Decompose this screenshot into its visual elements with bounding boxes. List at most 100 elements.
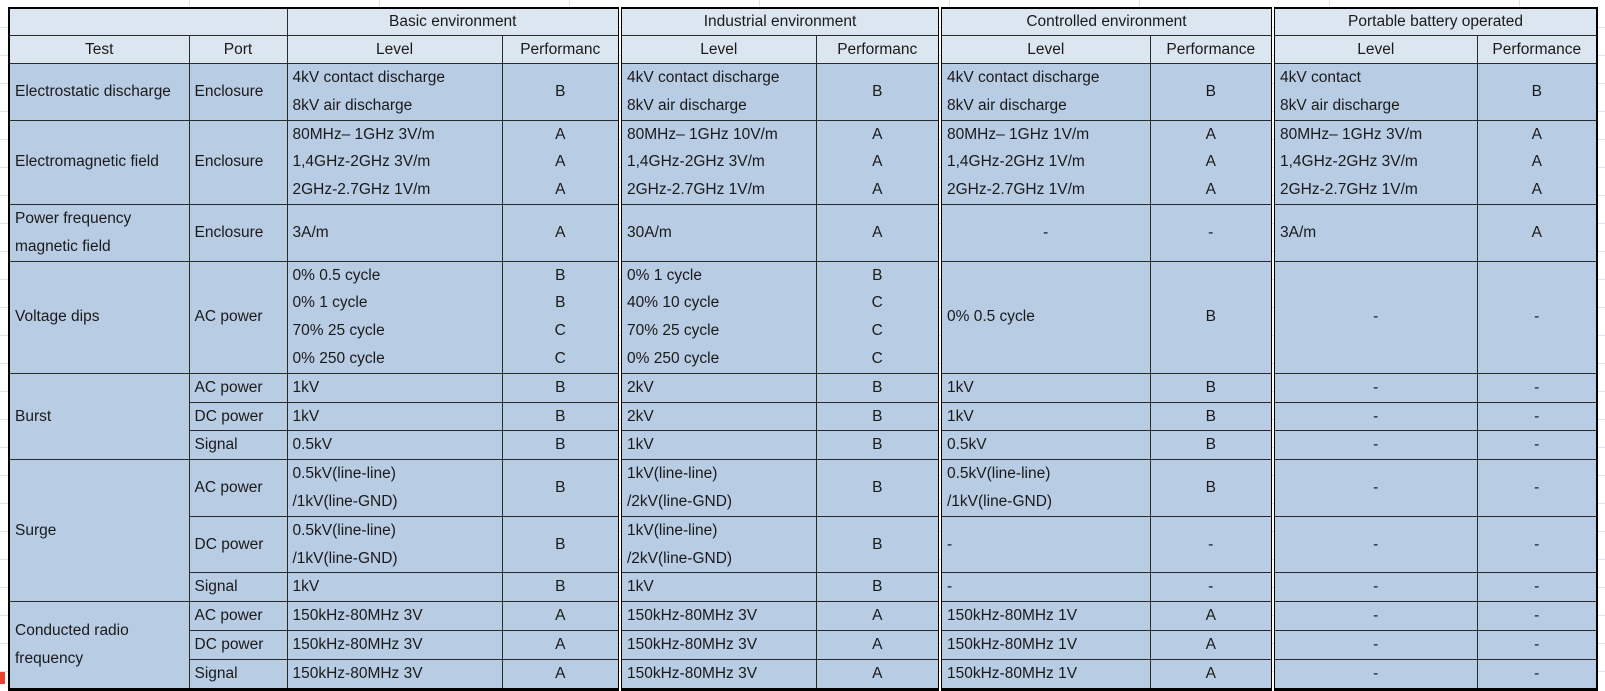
performance-cell-basic: B bbox=[501, 372, 621, 403]
level-line: 8kV air discharge bbox=[947, 96, 1067, 114]
level-cell-controlled: 80MHz– 1GHz 1V/m 1,4GHz-2GHz 1V/m 2GHz-2.7… bbox=[938, 119, 1151, 205]
test-cell: Burst bbox=[8, 372, 190, 461]
level-line: 150kHz-80MHz 1V bbox=[947, 664, 1078, 682]
level-line: /1kV(line-GND) bbox=[292, 492, 398, 510]
level-line: - bbox=[1043, 223, 1049, 241]
port-cell: Signal bbox=[188, 658, 288, 690]
performance-cell-portable: - bbox=[1476, 658, 1598, 690]
level-line: 8kV air discharge bbox=[627, 96, 747, 114]
performance-line: A bbox=[872, 125, 883, 143]
performance-cell-controlled: B bbox=[1149, 260, 1274, 374]
level-line: 0.5kV(line-line) bbox=[292, 465, 396, 483]
performance-cell-industrial: A bbox=[815, 601, 941, 631]
level-line: 80MHz– 1GHz 3V/m bbox=[292, 125, 435, 143]
level-line: 1,4GHz-2GHz 3V/m bbox=[1280, 153, 1418, 171]
performance-line: A bbox=[1205, 153, 1216, 171]
level-line: 0.5kV bbox=[947, 436, 987, 454]
level-cell-controlled: 1kV bbox=[938, 372, 1151, 403]
port-cell: Signal bbox=[188, 430, 288, 461]
level-line: /1kV(line-GND) bbox=[292, 549, 398, 567]
level-cell-industrial: 1kV(line-line) /2kV(line-GND) bbox=[618, 459, 817, 517]
performance-cell-industrial: A bbox=[815, 658, 941, 690]
level-line: 1kV bbox=[627, 578, 654, 596]
performance-cell-industrial: A bbox=[815, 203, 941, 262]
level-line: 70% 25 cycle bbox=[627, 322, 720, 340]
table-row: Signal 1kV B 1kV B - - - - bbox=[9, 572, 1598, 603]
performance-cell-industrial: B bbox=[815, 63, 941, 121]
level-line: 80MHz– 1GHz 3V/m bbox=[1280, 125, 1423, 143]
test-cell: Electrostatic discharge bbox=[8, 63, 190, 121]
header-row-environments: Basic environment Industrial environment C… bbox=[8, 7, 1598, 36]
table-row: Burst AC power 1kV B 2kV B 1kV B - - bbox=[8, 372, 1598, 461]
performance-line: A bbox=[872, 153, 883, 171]
level-line: - bbox=[1373, 635, 1379, 653]
performance-line: B bbox=[555, 266, 566, 284]
performance-cell-portable: - bbox=[1476, 372, 1598, 403]
port-cell: Signal bbox=[188, 572, 288, 603]
level-cell-controlled: 1kV bbox=[938, 401, 1151, 432]
table-row: DC power 1kV B 2kV B 1kV B - - bbox=[9, 401, 1598, 432]
table-row: Signal 150kHz-80MHz 3V A 150kHz-80MHz 3V A 15… bbox=[9, 658, 1598, 690]
level-cell-industrial: 1kV bbox=[618, 572, 817, 603]
performance-cell-industrial: B bbox=[815, 515, 941, 574]
performance-cell-basic: B bbox=[501, 459, 621, 517]
col-header-performance-industrial: Performanc bbox=[815, 35, 941, 64]
level-line: 1,4GHz-2GHz 1V/m bbox=[947, 153, 1085, 171]
performance-cell-industrial: B bbox=[815, 572, 941, 603]
col-header-level-portable: Level bbox=[1271, 35, 1478, 64]
level-line: 0% 0.5 cycle bbox=[947, 308, 1035, 326]
level-line: - bbox=[1373, 607, 1379, 625]
level-cell-basic: 0.5kV(line-line) /1kV(line-GND) bbox=[286, 515, 503, 574]
level-line: 1kV(line-line) bbox=[627, 465, 718, 483]
level-line: 1kV bbox=[947, 378, 974, 396]
level-cell-basic: 1kV bbox=[286, 372, 503, 403]
performance-cell-basic: B bbox=[501, 430, 621, 461]
performance-line: A bbox=[555, 153, 566, 171]
emc-immunity-table: Basic environment Industrial environment C… bbox=[8, 7, 1598, 691]
level-line: 0.5kV bbox=[292, 436, 333, 454]
col-header-level-industrial: Level bbox=[618, 35, 817, 64]
level-line: 0% 1 cycle bbox=[292, 294, 368, 312]
level-line: 150kHz-80MHz 1V bbox=[947, 607, 1078, 625]
level-cell-industrial: 150kHz-80MHz 3V bbox=[618, 658, 817, 690]
level-cell-controlled: - bbox=[938, 572, 1151, 603]
level-line: 8kV air discharge bbox=[292, 96, 413, 114]
performance-cell-controlled: B bbox=[1149, 401, 1274, 432]
port-cell: DC power bbox=[188, 629, 288, 660]
level-line: - bbox=[1373, 578, 1379, 596]
performance-line: C bbox=[871, 294, 883, 312]
performance-line: C bbox=[871, 349, 883, 367]
level-line: 3A/m bbox=[292, 223, 329, 241]
col-header-performance-portable: Performance bbox=[1476, 35, 1598, 64]
performance-cell-portable: - bbox=[1476, 515, 1598, 574]
col-header-port: Port bbox=[188, 35, 288, 64]
level-cell-portable: - bbox=[1271, 629, 1478, 660]
performance-line: C bbox=[554, 349, 566, 367]
performance-cell-controlled: A bbox=[1149, 658, 1274, 690]
performance-cell-portable: B bbox=[1476, 63, 1598, 121]
col-header-performance-basic: Performanc bbox=[501, 35, 621, 64]
performance-cell-portable: - bbox=[1476, 401, 1598, 432]
table-row: Power frequency magnetic field Enclosure 3… bbox=[8, 203, 1598, 262]
port-cell: Enclosure bbox=[188, 203, 288, 262]
performance-cell-basic: A bbox=[501, 203, 621, 262]
level-cell-basic: 150kHz-80MHz 3V bbox=[286, 658, 503, 690]
level-cell-portable: - bbox=[1271, 515, 1478, 574]
level-line: 1,4GHz-2GHz 3V/m bbox=[292, 153, 431, 171]
test-cell: Surge bbox=[8, 459, 190, 603]
performance-cell-portable: - bbox=[1476, 601, 1598, 631]
level-line: - bbox=[1373, 407, 1379, 425]
level-line: 4kV contact discharge bbox=[627, 69, 780, 86]
test-cell: Conducted radio frequency bbox=[8, 601, 190, 690]
level-line: - bbox=[1373, 378, 1379, 396]
level-line: 4kV contact discharge bbox=[947, 69, 1100, 86]
level-line: /2kV(line-GND) bbox=[627, 492, 733, 510]
performance-cell-basic: B bbox=[501, 401, 621, 432]
table-row: Electromagnetic field Enclosure 80MHz– 1GH… bbox=[8, 119, 1598, 205]
port-cell: DC power bbox=[188, 515, 288, 574]
performance-line: A bbox=[555, 181, 566, 199]
level-line: - bbox=[947, 578, 953, 596]
level-cell-portable: - bbox=[1271, 459, 1478, 517]
level-line: 1kV bbox=[947, 407, 974, 425]
